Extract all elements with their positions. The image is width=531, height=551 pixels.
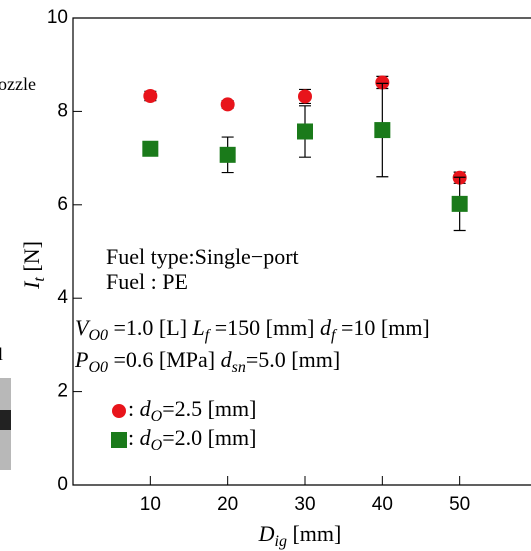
side-text: ozzle (0, 74, 36, 94)
text-part: d (140, 425, 152, 450)
text-part: ig (275, 533, 287, 550)
text-part: =2.0 [mm] (162, 425, 256, 450)
y-tick-label: 8 (57, 100, 68, 121)
y-tick-label: 10 (47, 7, 68, 28)
text-part: L (192, 315, 205, 340)
point (142, 140, 159, 157)
point (298, 89, 312, 104)
text-part: d (221, 347, 233, 372)
text-part: O0 (88, 327, 108, 344)
point (220, 97, 235, 112)
text-part: [mm] (287, 521, 341, 546)
annotation: Fuel type:Single−port (106, 244, 299, 269)
legend-label: : dO=2.0 [mm] (128, 425, 256, 454)
text-part: D (258, 521, 275, 546)
point (374, 122, 391, 139)
text-part: =2.5 [mm] (162, 396, 256, 421)
text-part: t (31, 277, 48, 282)
text-part: : (128, 425, 140, 450)
legend-marker (111, 432, 127, 448)
text-part: =10 [mm] (335, 315, 429, 340)
text-part: =5.0 [mm] (246, 347, 340, 372)
text-part: O (151, 408, 163, 425)
legend-label: : dO=2.5 [mm] (128, 396, 256, 425)
x-tick-label: 50 (449, 494, 470, 515)
text-part: f (205, 327, 212, 344)
x-tick-label: 20 (217, 494, 238, 515)
y-tick-label: 6 (57, 194, 68, 215)
text-part: d (140, 396, 152, 421)
annotation: PO0 =0.6 [MPa] dsn=5.0 [mm] (74, 347, 340, 376)
text-part: V (75, 315, 91, 340)
text-part: [N] (19, 241, 44, 277)
legend-marker (112, 404, 126, 418)
text-part: =1.0 [L] (108, 315, 193, 340)
text-part: : (128, 396, 140, 421)
text-part: P (74, 347, 88, 372)
y-axis-label: It [N] (19, 241, 48, 290)
point (451, 195, 468, 212)
x-axis-label: Dig [mm] (258, 521, 342, 550)
y-tick-label: 2 (57, 381, 68, 402)
text-part: f (331, 327, 338, 344)
annotation: VO0 =1.0 [L] Lf =150 [mm] df =10 [mm] (75, 315, 430, 344)
text-part: O (151, 437, 163, 454)
x-tick-label: 30 (294, 494, 315, 515)
text-part: O0 (88, 359, 108, 376)
point (375, 75, 390, 90)
cropped-image-detail (0, 410, 11, 430)
text-part: Fuel type:Single−port (106, 244, 299, 269)
annotation: Fuel : PE (106, 269, 188, 294)
text-part: =0.6 [MPa] (108, 347, 221, 372)
point (143, 88, 158, 103)
x-tick-label: 40 (372, 494, 393, 515)
side-text: l (0, 344, 3, 364)
x-tick-label: 10 (140, 494, 161, 515)
text-part: sn (232, 359, 246, 376)
point (219, 146, 236, 163)
point (297, 123, 313, 140)
y-tick-label: 4 (57, 287, 68, 308)
text-part: =150 [mm] (209, 315, 320, 340)
text-part: d (320, 315, 332, 340)
text-part: I (19, 280, 44, 290)
y-tick-label: 0 (57, 474, 68, 495)
text-part: Fuel : PE (106, 269, 188, 294)
